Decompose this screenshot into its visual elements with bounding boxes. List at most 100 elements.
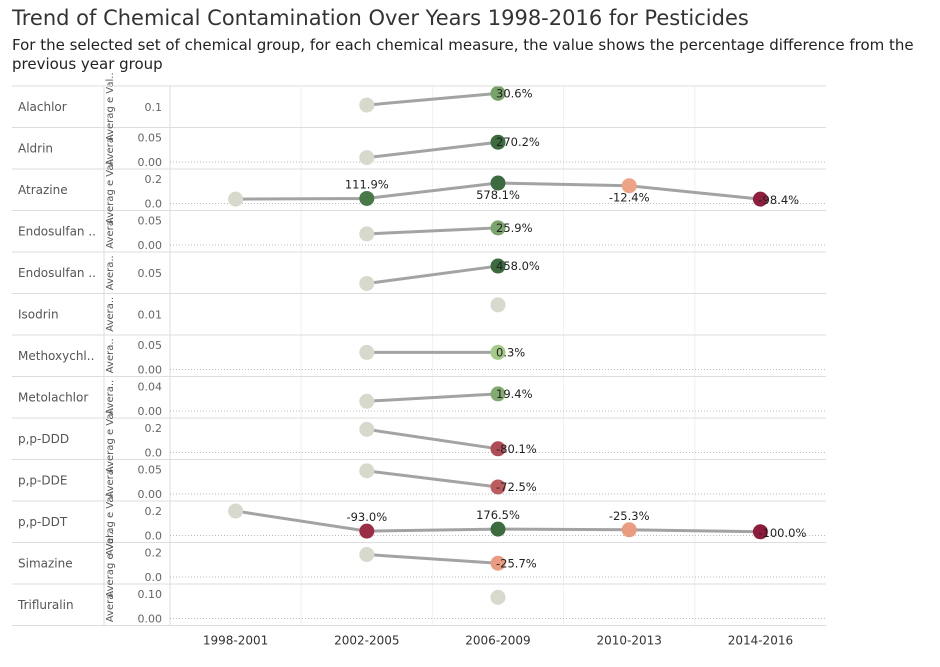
row-label: Endosulfan .. (18, 266, 96, 280)
data-label: 19.4% (496, 387, 533, 401)
y-tick-label: 0.00 (138, 156, 163, 169)
x-tick-label: 2010-2013 (596, 634, 661, 648)
y-tick-label: 0.1 (145, 101, 163, 114)
y-tick-label: 0.10 (138, 588, 163, 601)
chart-title: Trend of Chemical Contamination Over Yea… (12, 6, 749, 30)
data-point (359, 421, 375, 437)
axis-title: Avera.. (105, 380, 116, 415)
y-tick-label: 0.2 (145, 505, 163, 518)
data-point (359, 275, 375, 291)
axis-title: Averag e Val.. (105, 529, 116, 598)
row-label: Endosulfan .. (18, 224, 96, 238)
data-label: -25.7% (496, 556, 537, 570)
data-point (359, 344, 375, 360)
y-tick-label: 0.05 (138, 132, 163, 145)
series-line (366, 264, 499, 285)
data-point (359, 547, 375, 563)
y-tick-label: 0.05 (138, 464, 163, 477)
y-tick-label: 0.00 (138, 364, 163, 377)
axis-title: Averag e Val.. (105, 155, 116, 224)
data-point (621, 522, 637, 538)
y-tick-label: 0.00 (138, 488, 163, 501)
y-tick-label: 0.05 (138, 267, 163, 280)
row-label: Isodrin (18, 307, 59, 321)
axis-title: Avera.. (105, 214, 116, 249)
data-point (359, 190, 375, 206)
x-tick-label: 2002-2005 (334, 634, 399, 648)
data-point (490, 386, 506, 402)
chart-subtitle: For the selected set of chemical group, … (12, 36, 914, 73)
series-line (366, 553, 499, 565)
axis-title: Avera.. (105, 338, 116, 373)
data-point (490, 555, 506, 571)
data-point (490, 258, 506, 274)
data-point (490, 521, 506, 537)
row-label: p,p-DDD (18, 432, 69, 446)
row-label: Trifluralin (17, 598, 74, 612)
y-tick-label: 0.0 (145, 571, 163, 584)
data-label: 176.5% (476, 508, 520, 522)
data-label: -100.0% (758, 526, 806, 540)
data-point (359, 393, 375, 409)
row-label: p,p-DDT (18, 515, 68, 529)
data-point (752, 191, 768, 207)
data-point (228, 191, 244, 207)
data-point (490, 479, 506, 495)
y-tick-label: 0.05 (138, 215, 163, 228)
data-point (490, 589, 506, 605)
axis-title: Avera.. (105, 587, 116, 622)
y-tick-label: 0.0 (145, 447, 163, 460)
axis-title: Averag e Val.. (105, 404, 116, 473)
y-tick-label: 0.05 (138, 339, 163, 352)
data-label: 578.1% (476, 188, 520, 202)
data-point (621, 178, 637, 194)
axis-title: Avera.. (105, 297, 116, 332)
data-point (490, 134, 506, 150)
y-tick-label: 0.2 (145, 173, 163, 186)
row-label: Atrazine (18, 183, 68, 197)
y-tick-label: 0.01 (138, 308, 163, 321)
row-label: Aldrin (18, 141, 53, 155)
y-tick-label: 0.00 (138, 405, 163, 418)
row-label: p,p-DDE (18, 473, 67, 487)
data-label: -72.5% (496, 480, 537, 494)
series-line (366, 392, 499, 403)
series-line (366, 427, 499, 451)
y-tick-label: 0.0 (145, 198, 163, 211)
axis-title: Avera.. (105, 131, 116, 166)
data-point (359, 463, 375, 479)
series-line (366, 91, 499, 107)
data-label: -80.1% (496, 442, 537, 456)
x-tick-label: 2006-2009 (465, 634, 530, 648)
series-line (366, 469, 499, 489)
data-label: 25.9% (496, 221, 533, 235)
data-label: -93.0% (346, 510, 387, 524)
data-point (490, 344, 506, 360)
row-label: Metolachlor (18, 390, 88, 404)
row-label: Simazine (18, 556, 73, 570)
data-point (490, 297, 506, 313)
data-point (490, 220, 506, 236)
data-label: -98.4% (758, 193, 799, 207)
row-label: Methoxychl.. (18, 349, 94, 363)
axis-title: Averag e Val.. (105, 72, 116, 141)
x-tick-label: 2014-2016 (728, 634, 793, 648)
data-point (228, 503, 244, 519)
data-label: -25.3% (609, 509, 650, 523)
y-tick-label: 0.00 (138, 613, 163, 626)
data-point (490, 441, 506, 457)
data-point (359, 523, 375, 539)
y-tick-label: 0.00 (138, 239, 163, 252)
data-point (359, 226, 375, 242)
y-tick-label: 0.2 (145, 422, 163, 435)
data-label: 30.6% (496, 86, 533, 100)
series-line (366, 140, 499, 160)
data-point (490, 175, 506, 191)
data-label: 270.2% (496, 135, 540, 149)
data-label: -12.4% (609, 191, 650, 205)
data-point (752, 524, 768, 540)
y-tick-label: 0.2 (145, 547, 163, 560)
y-tick-label: 0.04 (138, 381, 163, 394)
y-tick-label: 0.0 (145, 530, 163, 543)
